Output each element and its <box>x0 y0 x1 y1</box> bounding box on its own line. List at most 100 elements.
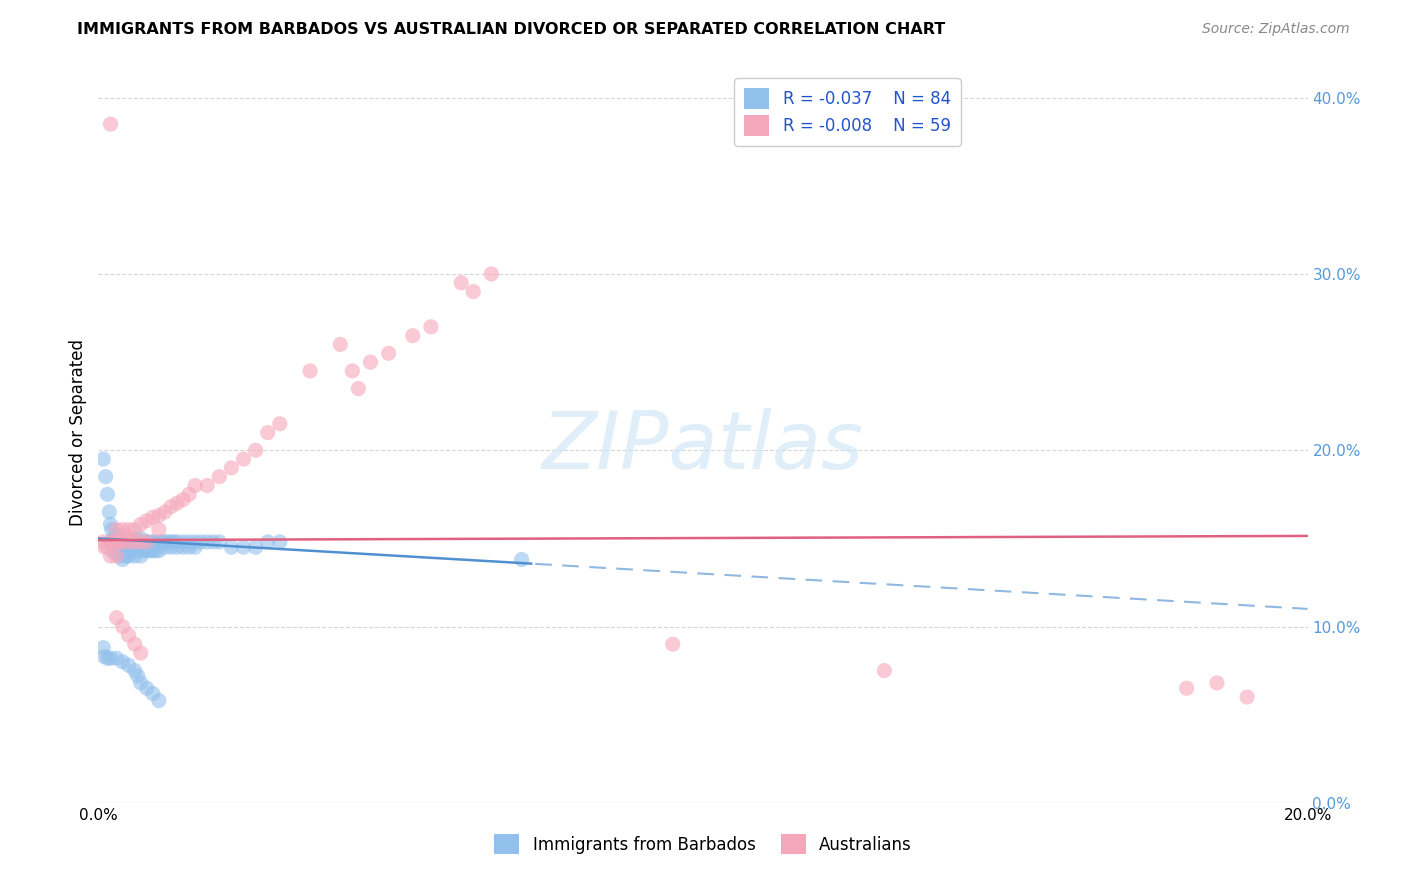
Point <box>103 535 125 549</box>
Point <box>135 535 157 549</box>
Point <box>661 637 683 651</box>
Point <box>107 532 129 546</box>
Point <box>129 532 152 546</box>
Point <box>124 549 146 563</box>
Point <box>124 664 146 678</box>
Point <box>96 487 118 501</box>
Point <box>125 535 148 549</box>
Point <box>256 535 278 549</box>
Point <box>108 535 131 549</box>
Point <box>127 669 149 683</box>
Point <box>105 543 128 558</box>
Point <box>108 549 131 563</box>
Point <box>148 508 170 523</box>
Point <box>195 478 218 492</box>
Point <box>108 535 131 549</box>
Point <box>118 628 141 642</box>
Point <box>256 425 278 440</box>
Point <box>100 535 122 549</box>
Point <box>103 532 125 546</box>
Point <box>873 664 896 678</box>
Point <box>135 535 157 549</box>
Point <box>132 543 155 558</box>
Point <box>105 535 128 549</box>
Point <box>129 549 152 563</box>
Point <box>118 535 141 549</box>
Point <box>135 543 157 558</box>
Point <box>160 535 183 549</box>
Point <box>163 535 186 549</box>
Point <box>232 452 254 467</box>
Point <box>136 535 159 549</box>
Point <box>124 637 146 651</box>
Point <box>100 549 122 563</box>
Point <box>148 543 170 558</box>
Point <box>245 540 267 554</box>
Text: Source: ZipAtlas.com: Source: ZipAtlas.com <box>1202 22 1350 37</box>
Point <box>450 276 472 290</box>
Point <box>118 540 141 554</box>
Point <box>118 535 141 549</box>
Point <box>103 545 125 559</box>
Point <box>124 540 146 554</box>
Point <box>91 452 114 467</box>
Point <box>114 549 136 563</box>
Point <box>118 549 141 563</box>
Point <box>96 540 118 554</box>
Point <box>111 540 134 554</box>
Point <box>111 535 134 549</box>
Point <box>118 658 141 673</box>
Point <box>94 469 117 483</box>
Point <box>166 540 188 554</box>
Point <box>510 552 533 566</box>
Point <box>111 619 134 633</box>
Point <box>221 461 243 475</box>
Point <box>347 382 370 396</box>
Point <box>124 532 146 546</box>
Point <box>160 540 183 554</box>
Point <box>129 646 152 660</box>
Point <box>342 364 364 378</box>
Point <box>360 355 382 369</box>
Point <box>377 346 399 360</box>
Point <box>127 543 149 558</box>
Point <box>112 535 135 549</box>
Point <box>143 535 166 549</box>
Point <box>150 535 173 549</box>
Text: IMMIGRANTS FROM BARBADOS VS AUSTRALIAN DIVORCED OR SEPARATED CORRELATION CHART: IMMIGRANTS FROM BARBADOS VS AUSTRALIAN D… <box>77 22 946 37</box>
Point <box>98 505 121 519</box>
Point <box>179 487 201 501</box>
Point <box>100 523 122 537</box>
Point <box>148 693 170 707</box>
Point <box>139 543 162 558</box>
Point <box>232 540 254 554</box>
Point <box>179 540 201 554</box>
Point <box>142 543 165 558</box>
Point <box>195 535 218 549</box>
Point <box>105 528 128 542</box>
Point <box>148 523 170 537</box>
Point <box>135 514 157 528</box>
Point <box>96 651 118 665</box>
Point <box>118 532 141 546</box>
Point <box>135 681 157 696</box>
Point <box>1206 676 1229 690</box>
Point <box>91 640 114 655</box>
Point <box>100 535 122 549</box>
Point <box>121 543 143 558</box>
Point <box>221 540 243 554</box>
Point <box>269 417 291 431</box>
Y-axis label: Divorced or Separated: Divorced or Separated <box>69 339 87 526</box>
Point <box>105 651 128 665</box>
Point <box>184 540 207 554</box>
Point <box>129 676 152 690</box>
Legend: Immigrants from Barbados, Australians: Immigrants from Barbados, Australians <box>488 828 918 861</box>
Point <box>124 535 146 549</box>
Point <box>179 535 201 549</box>
Point <box>1175 681 1198 696</box>
Point <box>202 535 225 549</box>
Point <box>184 478 207 492</box>
Point <box>153 535 176 549</box>
Point <box>184 535 207 549</box>
Point <box>142 686 165 700</box>
